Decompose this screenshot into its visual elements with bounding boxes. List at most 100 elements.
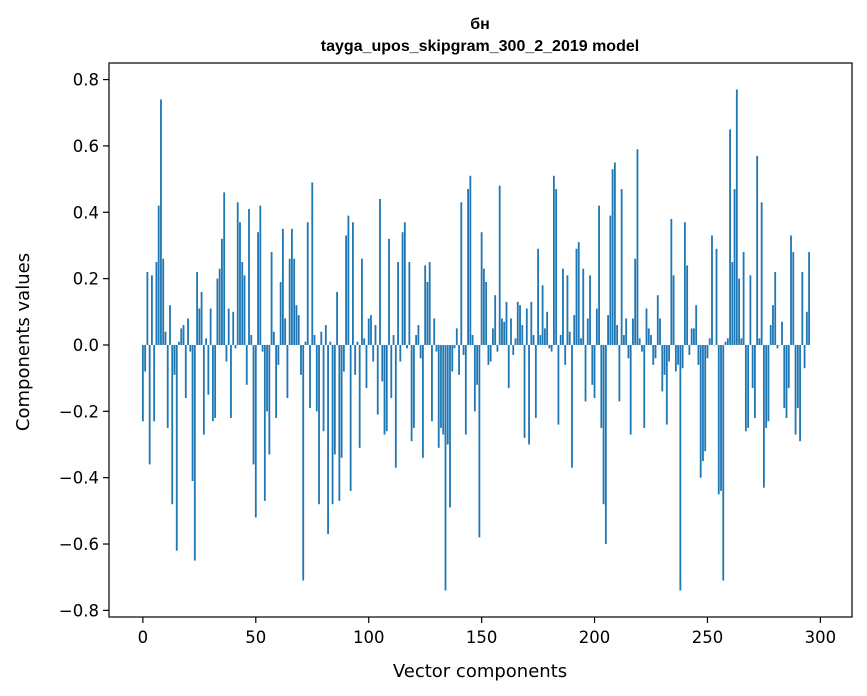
bar-179	[546, 311, 549, 345]
bar-9	[162, 258, 165, 345]
bars-group	[141, 89, 810, 591]
y-tick-label-4: 0.0	[73, 336, 99, 355]
bar-226	[652, 344, 655, 365]
bar-168	[521, 325, 524, 345]
bar-295	[808, 252, 810, 345]
bar-68	[295, 305, 298, 345]
bar-175	[537, 248, 539, 345]
plot-frame	[108, 62, 853, 618]
x-tick-label-100: 100	[353, 628, 385, 647]
bar-288	[792, 252, 795, 345]
bar-171	[528, 344, 530, 445]
bar-259	[726, 338, 729, 345]
bar-84	[331, 344, 334, 505]
bar-38	[227, 308, 230, 345]
bar-138	[453, 344, 456, 349]
bar-277	[767, 344, 770, 422]
bar-1	[144, 344, 147, 372]
bar-3	[148, 344, 151, 465]
bar-28	[205, 338, 208, 345]
bar-154	[489, 344, 492, 362]
bar-270	[751, 344, 754, 389]
bar-273	[758, 338, 761, 345]
bar-142	[462, 344, 465, 355]
bar-251	[708, 338, 711, 345]
bar-150	[480, 232, 483, 345]
bar-66	[291, 228, 293, 345]
y-tick-label-1: −0.6	[59, 535, 99, 554]
bar-265	[740, 338, 743, 345]
bar-49	[252, 344, 255, 465]
bar-133	[442, 344, 445, 435]
bar-148	[476, 344, 479, 385]
chart-title-line2: tayga_upos_skipgram_300_2_2019 model	[321, 38, 639, 55]
bar-240	[683, 222, 686, 345]
bar-261	[731, 262, 734, 345]
bar-283	[781, 321, 783, 345]
bar-17	[180, 328, 183, 345]
bar-184	[557, 344, 560, 425]
bar-246	[697, 344, 700, 365]
x-tick-label-0: 0	[138, 628, 149, 647]
bar-245	[695, 305, 698, 345]
bar-169	[523, 344, 526, 438]
bar-88	[340, 344, 343, 458]
bar-276	[765, 344, 768, 428]
bar-242	[688, 344, 691, 355]
bar-247	[699, 344, 702, 478]
bar-72	[304, 341, 307, 345]
bar-159	[501, 318, 503, 345]
bar-22	[191, 344, 194, 481]
bar-228	[656, 295, 659, 345]
bar-185	[559, 335, 562, 345]
bar-209	[613, 162, 616, 345]
y-tick-label-6: 0.4	[73, 203, 99, 222]
bar-6	[155, 262, 158, 345]
bar-60	[277, 344, 280, 365]
bar-281	[776, 344, 779, 349]
bar-236	[674, 344, 677, 372]
bar-210	[616, 325, 619, 345]
bar-108	[385, 344, 388, 432]
bar-196	[584, 344, 587, 402]
bar-99	[365, 344, 368, 389]
bar-90	[345, 235, 348, 345]
bar-100	[367, 318, 370, 345]
bar-257	[722, 344, 725, 581]
bar-0	[141, 344, 144, 422]
bar-221	[641, 344, 643, 352]
y-tick-label-2: −0.4	[59, 469, 99, 488]
bar-188	[566, 275, 569, 345]
bar-130	[435, 344, 438, 352]
bar-23	[193, 344, 196, 561]
bar-166	[516, 301, 519, 345]
bar-229	[659, 318, 661, 345]
bar-48	[250, 335, 253, 345]
bar-262	[733, 189, 736, 345]
bar-25	[198, 308, 201, 345]
bar-241	[686, 265, 689, 345]
bar-79	[320, 331, 323, 345]
bar-112	[394, 344, 397, 468]
bar-149	[478, 344, 481, 538]
bar-156	[494, 295, 497, 345]
bar-180	[548, 344, 551, 349]
bar-77	[315, 344, 318, 412]
bar-12	[169, 305, 171, 345]
bar-152	[485, 281, 488, 345]
bar-218	[634, 258, 637, 345]
bar-293	[803, 344, 806, 369]
bar-248	[702, 344, 704, 462]
bar-212	[620, 189, 623, 345]
bar-115	[401, 232, 404, 345]
bar-269	[749, 275, 752, 345]
bar-117	[406, 344, 409, 349]
bar-239	[681, 344, 684, 369]
bar-52	[259, 205, 262, 345]
bar-114	[399, 344, 402, 362]
bar-231	[663, 344, 666, 375]
bar-101	[370, 315, 372, 345]
bar-289	[794, 344, 797, 435]
bar-167	[519, 305, 521, 345]
bar-104	[376, 344, 379, 415]
